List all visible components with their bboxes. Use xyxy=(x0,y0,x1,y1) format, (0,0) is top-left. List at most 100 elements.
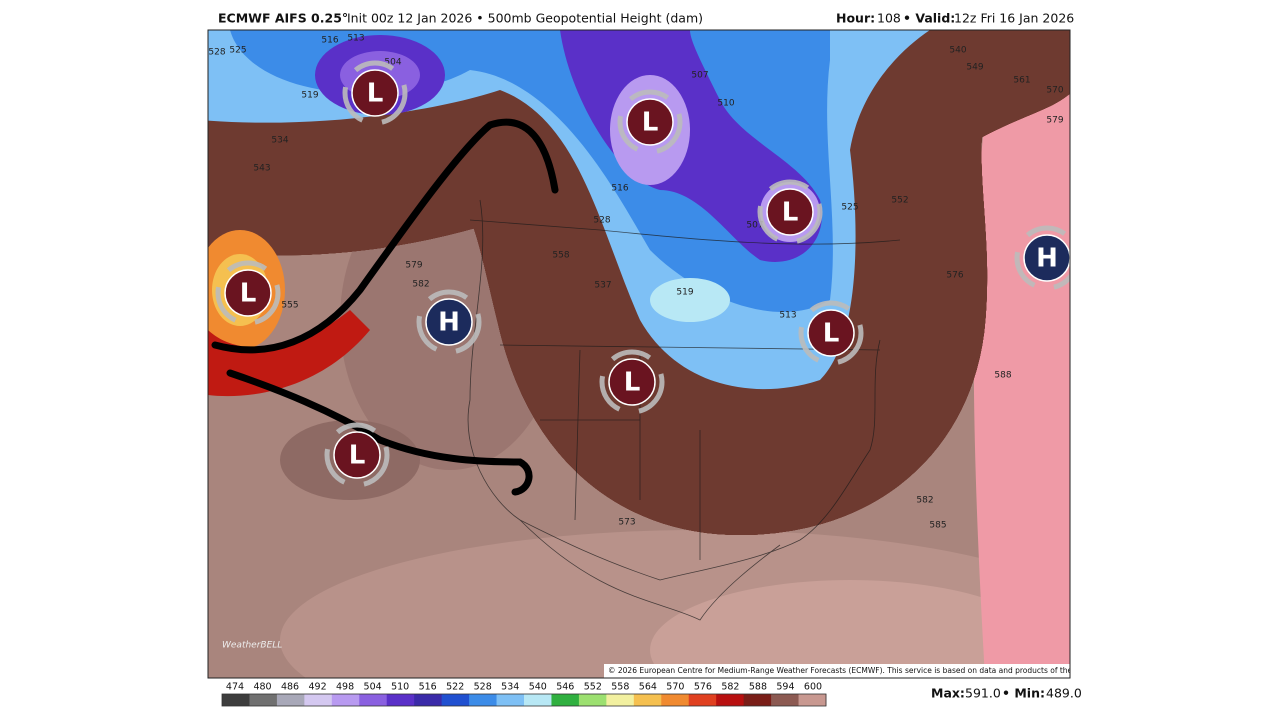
contour-label: 528 xyxy=(593,216,610,226)
center-ring xyxy=(215,260,281,326)
center-letter: L xyxy=(642,108,659,138)
colorbar-swatch xyxy=(441,694,470,706)
center-ring xyxy=(1014,225,1070,291)
height-band xyxy=(973,30,1070,678)
model-title: ECMWF AIFS 0.25° xyxy=(218,11,348,26)
center-letter: H xyxy=(438,308,460,338)
center-disc xyxy=(351,69,399,117)
colorbar-swatch xyxy=(606,694,635,706)
colorbar-label: 498 xyxy=(336,682,354,693)
annotation-arrow xyxy=(211,118,559,496)
colorbar: 474 480 486 492 498 504 510 516 522 528 534 540 546 5… xyxy=(221,682,827,707)
height-band xyxy=(650,278,730,322)
colorbar-swatch xyxy=(551,694,580,706)
contour-label: 579 xyxy=(405,261,422,271)
colorbar-label: 594 xyxy=(776,682,794,693)
center-disc xyxy=(626,98,674,146)
pressure-center: L xyxy=(617,89,683,155)
pressure-center: L xyxy=(798,300,864,366)
contour-label: 537 xyxy=(594,281,611,291)
center-disc xyxy=(766,188,814,236)
watermark: WeatherBELL xyxy=(222,641,282,651)
center-letter: H xyxy=(1036,244,1058,274)
colorbar-swatch xyxy=(688,694,717,706)
colorbar-label: 480 xyxy=(253,682,271,693)
center-ring xyxy=(798,300,864,366)
colorbar-swatch xyxy=(276,694,305,706)
center-letter: L xyxy=(240,279,257,309)
valid: 12z Fri 16 Jan 2026 xyxy=(954,11,1074,26)
center-letter: L xyxy=(823,319,840,349)
colorbar-label: 540 xyxy=(529,682,547,693)
center-disc xyxy=(425,298,473,346)
center-disc xyxy=(224,269,272,317)
center-disc xyxy=(807,309,855,357)
colorbar-swatch xyxy=(304,694,333,706)
contour-label: 579 xyxy=(1046,116,1063,126)
hour-label: Hour: xyxy=(836,11,875,26)
min-label: • Min: xyxy=(1002,686,1045,701)
colorbar-label: 546 xyxy=(556,682,574,693)
contour-label: 549 xyxy=(966,63,983,73)
copyright: © 2026 European Centre for Medium-Range … xyxy=(608,666,1104,675)
colorbar-swatch xyxy=(222,694,250,706)
colorbar-label: 582 xyxy=(721,682,739,693)
contour-label: 516 xyxy=(321,36,338,46)
hour: 108 xyxy=(877,11,901,26)
colorbar-label: 474 xyxy=(226,682,244,693)
colorbar-label: 492 xyxy=(309,682,327,693)
height-band xyxy=(208,310,370,397)
contour-label: 516 xyxy=(611,184,628,194)
max: 591.0 xyxy=(965,686,1001,701)
contour-label: 558 xyxy=(552,251,569,261)
contour-label: 525 xyxy=(841,203,858,213)
center-disc xyxy=(608,358,656,406)
colorbar-swatch xyxy=(716,694,745,706)
colorbar-swatch xyxy=(661,694,690,706)
contour-label: 513 xyxy=(779,311,796,321)
colorbar-label: 570 xyxy=(666,682,684,693)
colorbar-frame xyxy=(221,693,827,707)
colorbar-label: 504 xyxy=(364,682,382,693)
copyright-box xyxy=(604,664,1070,678)
min: 489.0 xyxy=(1046,686,1082,701)
colorbar-swatch xyxy=(331,694,360,706)
center-ring xyxy=(324,422,390,488)
contour-label: 534 xyxy=(271,136,288,146)
valid-label: • Valid: xyxy=(903,11,955,26)
contour-label: 525 xyxy=(229,46,246,56)
colorbar-swatch xyxy=(743,694,772,706)
init-title: Init 00z 12 Jan 2026 • 500mb Geopotentia… xyxy=(347,11,703,26)
contour-label: 507 xyxy=(746,221,763,231)
center-ring xyxy=(757,179,823,245)
contour-label: 582 xyxy=(916,496,933,506)
colorbar-label: 576 xyxy=(694,682,712,693)
contour-label: 573 xyxy=(618,518,635,528)
contour-label: 513 xyxy=(347,34,364,44)
center-letter: L xyxy=(782,198,799,228)
center-letter: L xyxy=(349,441,366,471)
colorbar-label: 528 xyxy=(474,682,492,693)
pressure-center: L xyxy=(599,349,665,415)
colorbar-swatch xyxy=(469,694,498,706)
center-ring xyxy=(342,60,408,126)
center-ring xyxy=(416,289,482,355)
colorbar-label: 600 xyxy=(804,682,822,693)
colorbar-label: 510 xyxy=(391,682,409,693)
contour-label: 528 xyxy=(208,48,225,58)
center-disc xyxy=(1023,234,1070,282)
center-letter: L xyxy=(367,79,384,109)
pressure-center: L xyxy=(757,179,823,245)
center-ring xyxy=(617,89,683,155)
contour-label: 582 xyxy=(412,280,429,290)
map-frame xyxy=(207,29,1071,679)
contour-label: 552 xyxy=(891,196,908,206)
colorbar-label: 564 xyxy=(639,682,657,693)
colorbar-label: 588 xyxy=(749,682,767,693)
max-label: Max: xyxy=(931,686,965,701)
pressure-center: L xyxy=(324,422,390,488)
colorbar-swatch xyxy=(578,694,607,706)
center-ring xyxy=(599,349,665,415)
pressure-center: H xyxy=(1014,225,1070,291)
